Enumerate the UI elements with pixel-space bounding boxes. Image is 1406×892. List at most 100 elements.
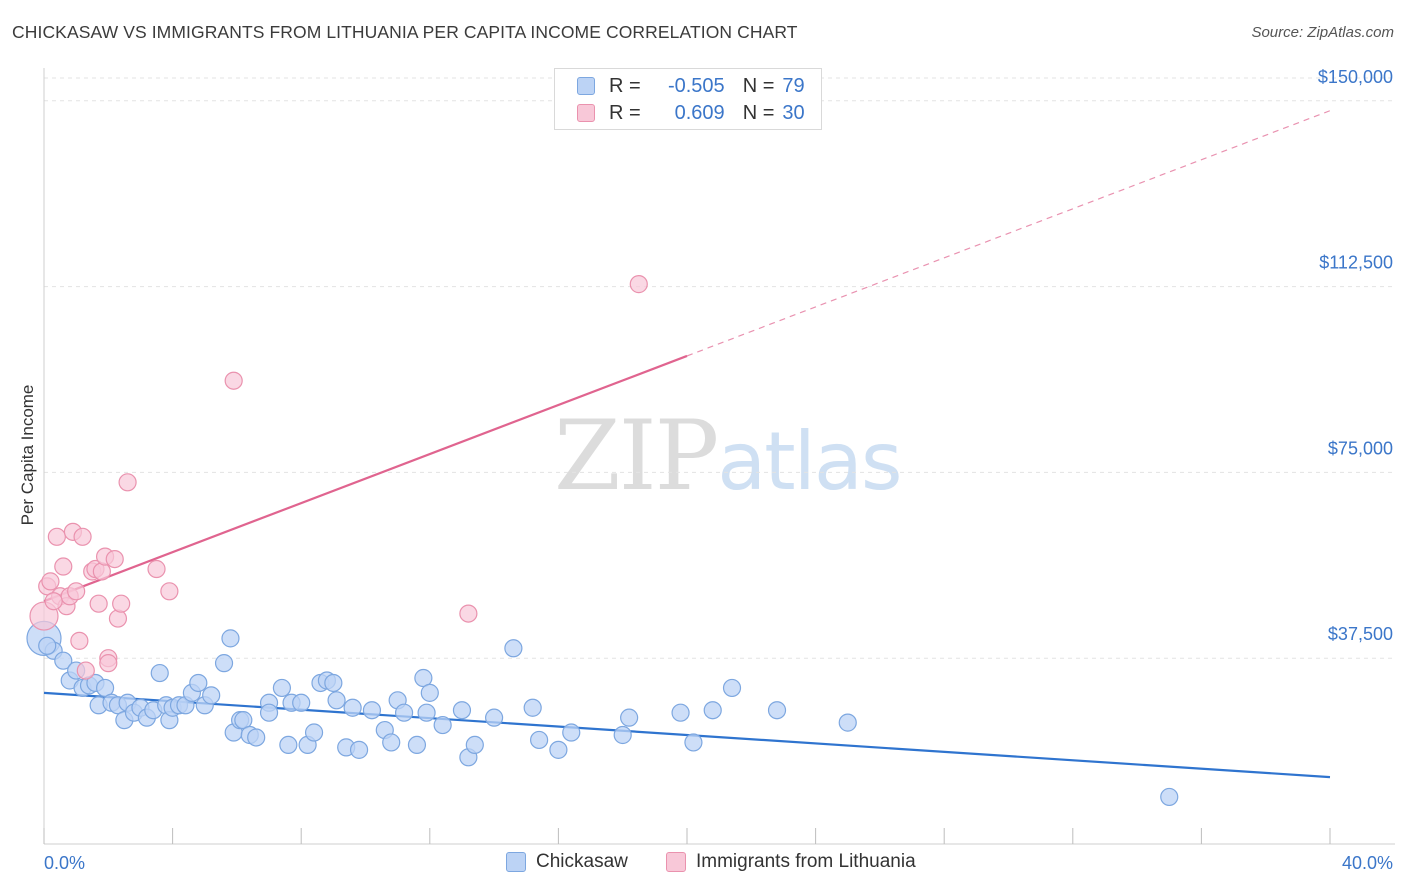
y-tick-label: $112,500: [1319, 253, 1393, 273]
legend-n-value: 30: [782, 101, 805, 124]
legend-swatch-pink: [577, 104, 595, 122]
data-point-chickasaw: [247, 728, 266, 747]
data-point-chickasaw: [420, 683, 439, 702]
legend-n-value: 79: [782, 74, 805, 97]
y-tick-label: $75,000: [1328, 438, 1393, 458]
data-point-lithuania: [99, 654, 118, 673]
data-point-chickasaw: [703, 701, 722, 720]
data-point-chickasaw: [394, 703, 414, 722]
data-point-lithuania: [67, 582, 86, 601]
trend-layer: [43, 110, 1331, 779]
data-point-lithuania: [41, 572, 60, 591]
data-point-chickasaw: [523, 698, 542, 717]
data-point-lithuania: [73, 527, 92, 546]
data-point-lithuania: [44, 592, 63, 611]
axis-layer: [43, 68, 1395, 845]
data-point-chickasaw: [767, 701, 787, 720]
data-point-chickasaw: [485, 708, 504, 727]
watermark-zip: ZIP: [554, 400, 719, 512]
data-point-chickasaw: [613, 725, 632, 745]
data-point-chickasaw: [279, 735, 298, 755]
trend-line-chickasaw: [43, 691, 1331, 779]
legend-row-lithuania: R = 0.609 N = 30: [577, 101, 805, 125]
legend-r-value: 0.609: [674, 101, 725, 124]
data-point-chickasaw: [221, 629, 240, 648]
data-point-chickasaw: [549, 740, 568, 759]
legend-item-lithuania[interactable]: Immigrants from Lithuania: [666, 851, 916, 873]
data-point-chickasaw: [38, 636, 57, 655]
chart-title: CHICKASAW VS IMMIGRANTS FROM LITHUANIA P…: [12, 22, 798, 42]
legend-n-label: N =: [742, 74, 775, 97]
trend-line-lithuania: [43, 354, 688, 603]
data-point-chickasaw: [362, 701, 382, 720]
data-point-chickasaw: [292, 693, 311, 712]
data-point-chickasaw: [504, 639, 523, 658]
data-point-chickasaw: [530, 730, 549, 750]
legend-label-lithuania: Immigrants from Lithuania: [696, 851, 916, 872]
data-point-chickasaw: [562, 723, 581, 742]
data-point-chickasaw: [202, 686, 221, 705]
data-point-lithuania: [54, 557, 73, 576]
data-point-chickasaw: [304, 723, 324, 742]
grid-layer: [44, 77, 1395, 659]
legend-row-chickasaw: R = -0.505 N = 79: [577, 74, 805, 98]
data-point-lithuania: [105, 549, 124, 569]
data-point-chickasaw: [214, 654, 234, 673]
data-point-chickasaw: [382, 733, 401, 752]
data-point-chickasaw: [343, 698, 362, 717]
data-point-chickasaw: [671, 703, 690, 722]
stats-legend: R = -0.505 N = 79 R = 0.609 N = 30: [554, 68, 822, 130]
tick-label-layer: $37,500 $75,000 $112,500 $150,000 0.0% 40.0%: [44, 67, 1393, 873]
legend-r-label: R =: [609, 101, 641, 124]
y-axis-title: Per Capita Income: [18, 384, 37, 526]
data-point-lithuania: [76, 661, 95, 680]
data-point-lithuania: [224, 371, 243, 390]
data-point-lithuania: [70, 631, 89, 650]
data-point-chickasaw: [452, 701, 472, 720]
data-point-chickasaw: [327, 691, 346, 710]
data-point-chickasaw: [324, 673, 343, 693]
source-label: Source: ZipAtlas.com: [1251, 24, 1394, 41]
data-point-chickasaw: [620, 708, 639, 727]
legend-r-value: -0.505: [667, 74, 725, 97]
legend-r-label: R =: [609, 74, 641, 97]
data-point-chickasaw: [349, 740, 369, 759]
legend-label-chickasaw: Chickasaw: [536, 851, 628, 872]
legend-swatch-blue: [506, 852, 526, 872]
data-point-chickasaw: [407, 735, 427, 755]
data-point-lithuania: [92, 562, 111, 581]
points-layer: [26, 275, 1179, 807]
data-point-chickasaw: [259, 703, 279, 722]
data-point-lithuania: [629, 275, 648, 294]
legend-swatch-pink: [666, 852, 686, 872]
data-point-lithuania: [108, 609, 128, 628]
data-point-lithuania: [147, 559, 166, 579]
y-tick-label: $37,500: [1328, 624, 1393, 644]
data-point-chickasaw: [54, 651, 73, 670]
data-point-chickasaw: [838, 713, 857, 732]
y-tick-label: $150,000: [1318, 67, 1393, 87]
data-point-lithuania: [459, 604, 478, 623]
watermark: ZIPatlas: [554, 400, 903, 512]
x-tick-label: 0.0%: [44, 853, 85, 873]
data-point-lithuania: [112, 594, 131, 613]
data-point-lithuania: [160, 582, 179, 601]
data-point-chickasaw: [684, 733, 703, 752]
x-tick-label: 40.0%: [1342, 853, 1393, 873]
data-point-chickasaw: [150, 663, 169, 683]
data-point-chickasaw: [722, 678, 742, 698]
data-point-chickasaw: [465, 735, 484, 755]
data-point-lithuania: [89, 594, 108, 613]
legend-swatch-blue: [577, 77, 595, 95]
data-point-chickasaw: [1160, 787, 1179, 807]
data-point-chickasaw: [433, 715, 452, 735]
data-point-lithuania: [118, 473, 137, 492]
data-point-lithuania: [47, 527, 66, 546]
legend-n-label: N =: [742, 101, 775, 124]
legend-item-chickasaw[interactable]: Chickasaw: [506, 851, 628, 873]
data-point-chickasaw: [272, 678, 292, 698]
watermark-atlas: atlas: [717, 415, 902, 508]
data-point-chickasaw: [417, 703, 436, 722]
data-point-chickasaw: [189, 673, 208, 693]
